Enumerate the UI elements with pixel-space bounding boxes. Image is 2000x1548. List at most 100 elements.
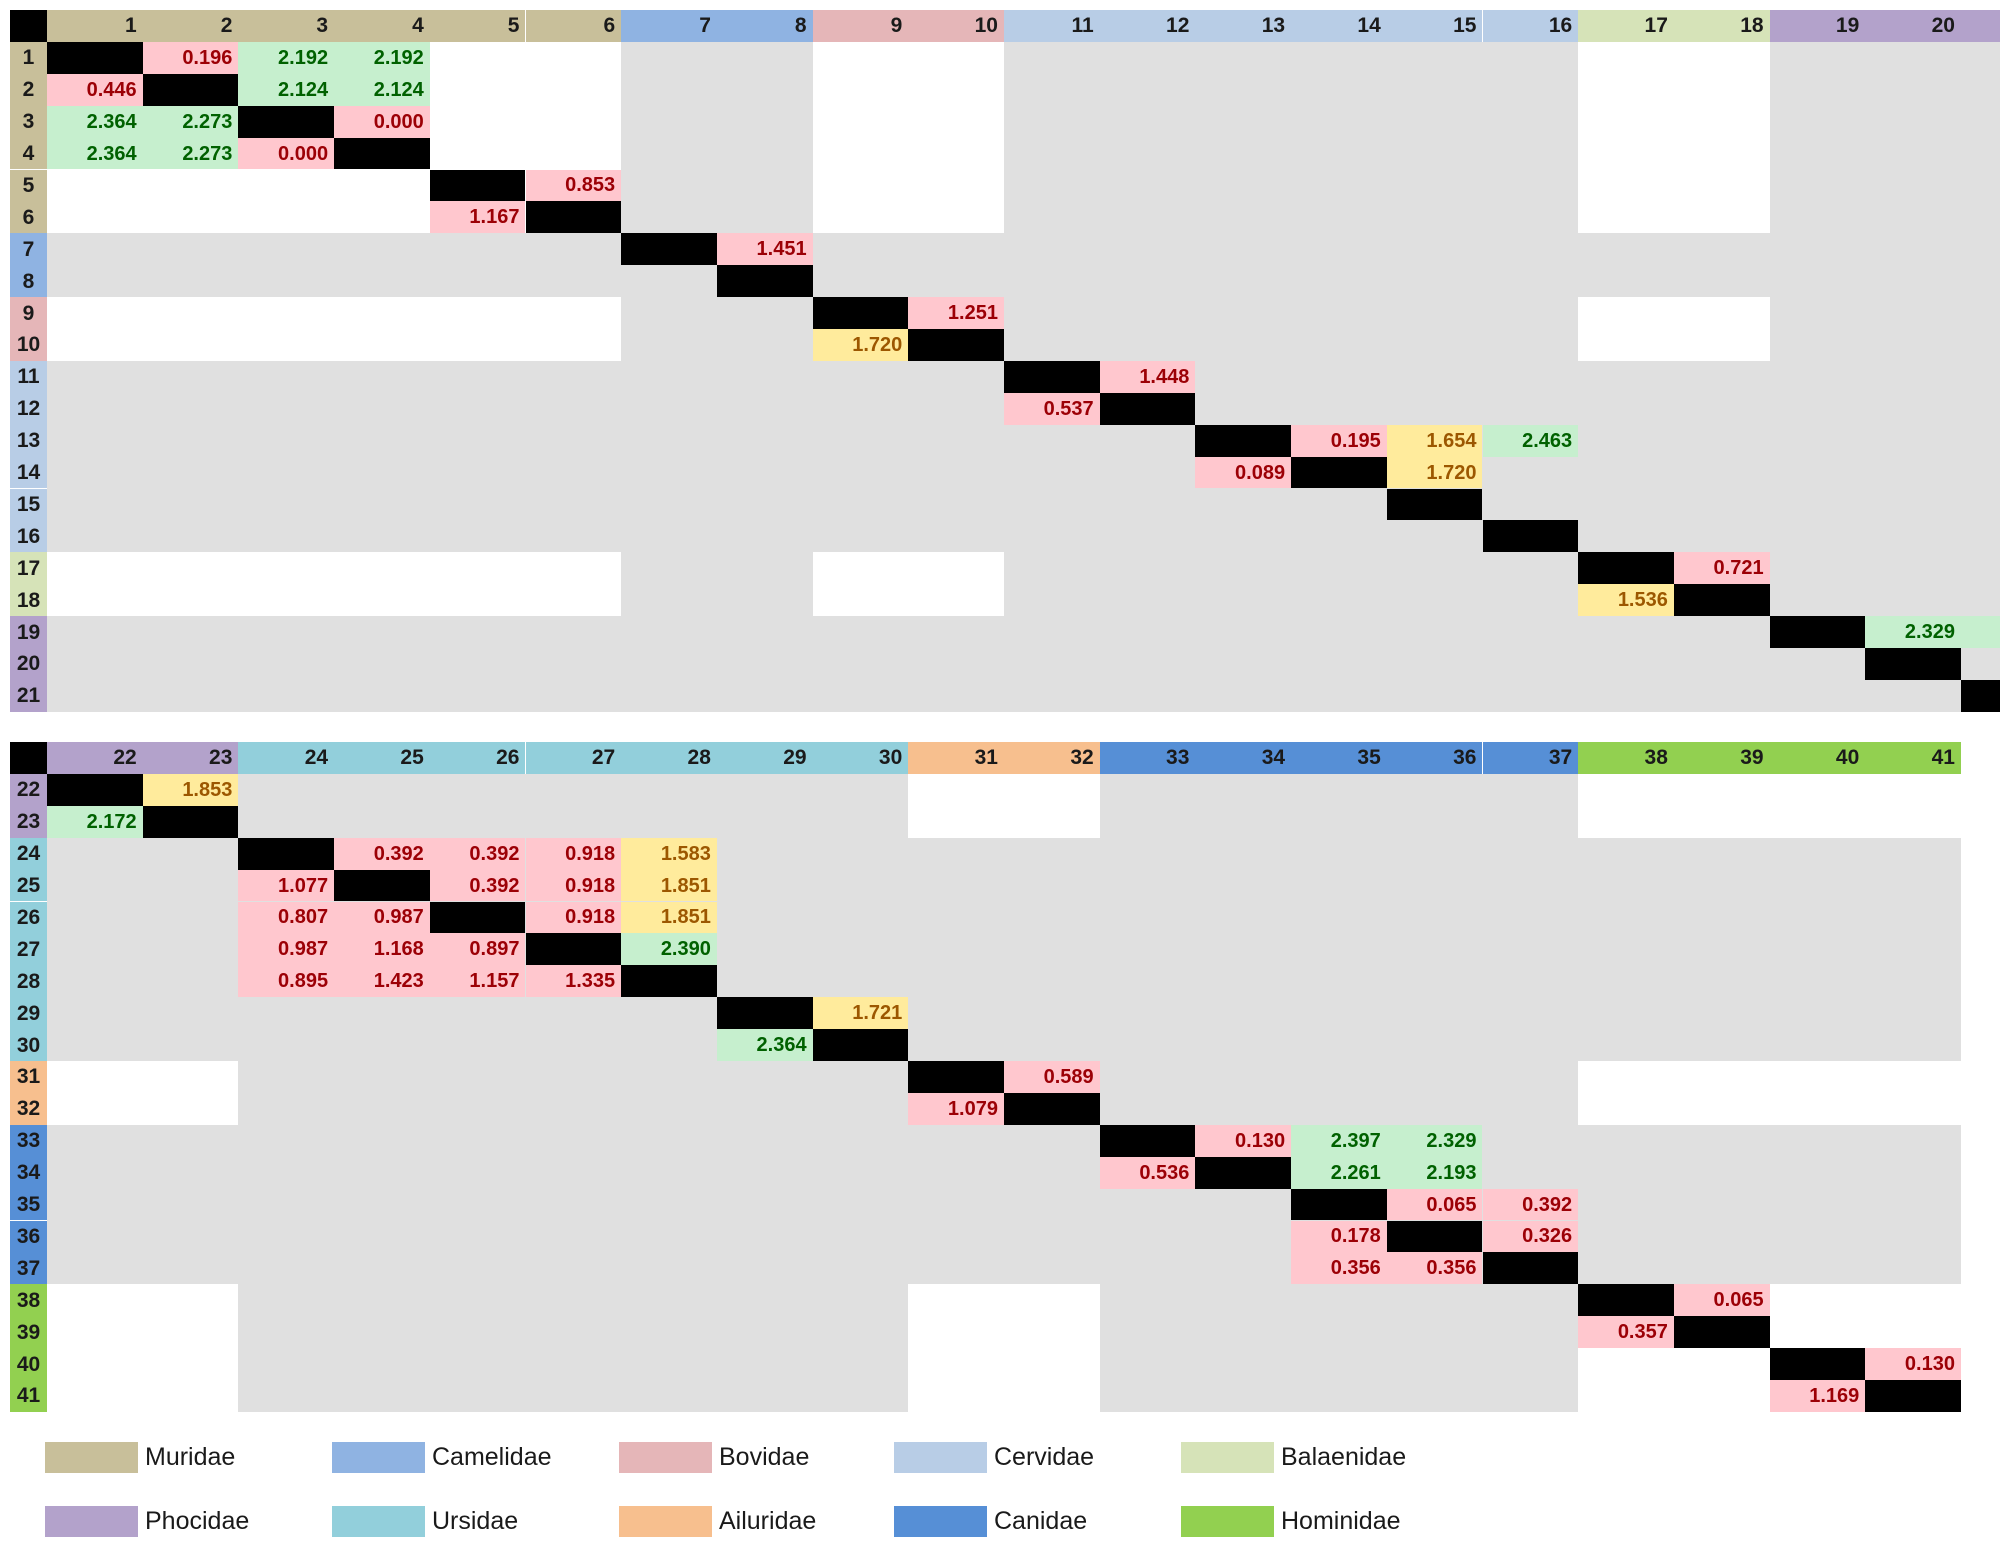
distance-cell: 2.193 [1386,1156,1483,1189]
diagonal-cell [621,965,717,998]
distance-cell: 2.172 [47,805,143,838]
group-shading-cols [1099,773,1579,1412]
diagonal-cell [621,233,717,266]
legend-label: Camelidae [432,1443,552,1471]
column-header: 32 [1004,742,1100,774]
diagonal-cell [812,1029,909,1061]
distance-cell: 0.987 [238,933,335,966]
distance-cell: 0.065 [1673,1284,1770,1317]
row-header: 11 [10,360,47,393]
diagonal-cell [1673,584,1770,617]
distance-cell: 2.364 [47,105,143,138]
column-header: 15 [1386,10,1483,42]
row-header: 3 [10,105,47,138]
column-header: 6 [525,10,622,42]
column-header: 8 [716,10,813,42]
group-shading-rows [47,1124,1961,1285]
column-header: 39 [1673,742,1770,774]
row-header: 19 [10,616,47,648]
diagonal-cell [716,265,813,298]
column-header: 26 [429,742,526,774]
row-header: 20 [10,648,47,680]
distance-cell: 0.895 [238,965,335,998]
row-header: 27 [10,933,47,966]
distance-cell: 2.261 [1291,1156,1387,1189]
diagonal-cell [1769,1348,1866,1380]
row-header: 17 [10,552,47,585]
distance-cell: 0.918 [525,901,622,934]
diagonal-cell [1004,360,1100,393]
group-shading-cols [1769,41,2000,712]
column-header: 13 [1195,10,1292,42]
row-header: 40 [10,1348,47,1380]
distance-cell: 0.918 [525,869,622,902]
distance-cell: 0.897 [429,933,526,966]
distance-cell: 2.192 [238,41,335,74]
row-header: 38 [10,1284,47,1317]
distance-cell: 1.851 [621,869,717,902]
distance-cell: 0.918 [525,837,622,870]
column-header: 38 [1578,742,1674,774]
row-header: 4 [10,137,47,170]
column-header: 27 [525,742,622,774]
legend-swatch [894,1442,987,1473]
legend-label: Ursidae [432,1507,519,1535]
column-header: 33 [1099,742,1196,774]
column-header: 11 [1004,10,1100,42]
distance-cell: 1.720 [812,329,909,361]
row-header: 23 [10,805,47,838]
row-header: 32 [10,1092,47,1125]
row-header: 22 [10,773,47,806]
column-header: 22 [47,742,143,774]
column-header: 40 [1769,742,1866,774]
distance-cell: 2.192 [334,41,430,74]
diagonal-cell [47,41,143,74]
diagonal-cell [334,869,430,902]
distance-cell: 2.463 [1482,424,1579,457]
diagonal-cell [238,837,335,870]
distance-cell: 0.356 [1291,1252,1387,1285]
legend-swatch [45,1442,138,1473]
column-header: 17 [1578,10,1674,42]
distance-cell: 2.397 [1291,1124,1387,1157]
row-header: 10 [10,329,47,361]
diagonal-cell [1578,1284,1674,1317]
column-header: 35 [1291,742,1387,774]
distance-cell: 1.167 [429,201,526,234]
legend-swatch [45,1506,138,1537]
diagonal-cell [429,169,526,202]
distance-cell: 0.537 [1004,392,1100,425]
diagonal-cell [1291,1188,1387,1221]
distance-cell: 2.466 [1961,616,2000,648]
row-header: 33 [10,1124,47,1157]
row-header: 37 [10,1252,47,1285]
row-header: 6 [10,201,47,234]
distance-cell: 1.077 [238,869,335,902]
row-header: 41 [10,1380,47,1412]
legend-label: Phocidae [145,1507,250,1535]
diagonal-cell [142,73,239,106]
distance-cell: 1.721 [812,997,909,1030]
legend-label: Ailuridae [719,1507,817,1535]
column-header: 14 [1291,10,1387,42]
row-header: 39 [10,1316,47,1349]
legend-swatch [619,1442,712,1473]
distance-cell: 1.654 [1386,424,1483,457]
distance-cell: 0.195 [1291,424,1387,457]
column-header: 28 [621,742,717,774]
row-header: 7 [10,233,47,266]
row-header: 34 [10,1156,47,1189]
diagonal-cell [1386,488,1483,521]
column-header: 20 [1865,10,1961,42]
distance-cell: 2.329 [1865,616,1961,648]
diagonal-cell [812,297,909,329]
diagonal-cell [908,329,1004,361]
column-header: 37 [1482,742,1579,774]
legend-swatch [619,1506,712,1537]
row-header: 28 [10,965,47,998]
diagonal-cell [525,201,622,234]
distance-cell: 2.329 [1386,1124,1483,1157]
diagonal-cell [1291,456,1387,489]
diagonal-cell [1099,1124,1196,1157]
diagonal-cell [1769,616,1866,648]
